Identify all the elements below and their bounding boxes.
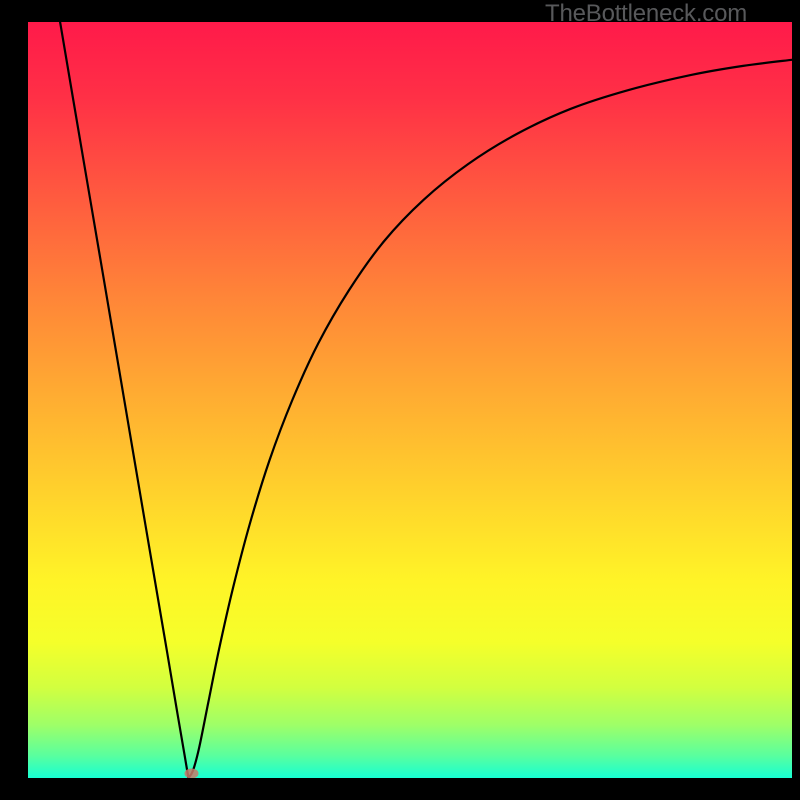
bottleneck-curve xyxy=(28,22,792,778)
curve-path xyxy=(60,22,792,778)
watermark-text: TheBottleneck.com xyxy=(545,0,747,28)
minimum-marker xyxy=(185,768,199,778)
plot-area xyxy=(28,22,792,778)
